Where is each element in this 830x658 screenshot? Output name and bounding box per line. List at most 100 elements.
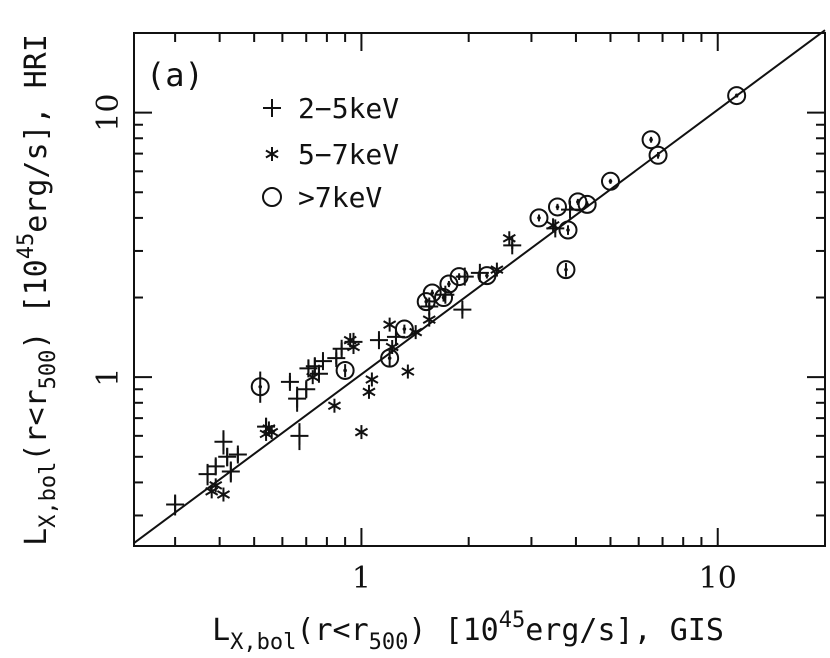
- star-point: [401, 364, 415, 379]
- star-point: [546, 218, 560, 233]
- star-point-arm: [354, 427, 368, 437]
- circle-point: [547, 197, 567, 217]
- plus-point: [453, 300, 472, 319]
- data-points: [166, 86, 747, 516]
- circle-point-ring: [335, 360, 355, 380]
- circle-point: [577, 194, 597, 214]
- circle-point-ring: [641, 130, 661, 150]
- circle-point: [250, 377, 270, 397]
- circle-point: [600, 171, 620, 191]
- star-point: [362, 384, 376, 399]
- circle-point: [556, 260, 576, 280]
- star-point: [490, 262, 504, 277]
- star-point-arm: [327, 401, 342, 411]
- series-plus: [166, 200, 580, 516]
- legend-label-star: 5−7keV: [298, 138, 399, 171]
- circle-point-dot: [537, 216, 541, 220]
- circle-point-dot: [343, 368, 347, 373]
- circle-point-dot: [402, 327, 407, 331]
- major-ticks: [134, 33, 825, 546]
- star-point-arm: [209, 480, 223, 490]
- circle-point: [648, 145, 668, 165]
- circle-point-ring: [600, 171, 620, 191]
- legend-star-marker-arm: [265, 149, 279, 159]
- plus-point: [198, 465, 217, 484]
- legend-markers: [262, 99, 282, 207]
- star-point-arm: [383, 320, 397, 329]
- circle-point: [380, 348, 400, 368]
- legend-circle-marker: [262, 187, 282, 207]
- circle-point: [394, 319, 414, 339]
- plot-frame: [133, 32, 826, 547]
- circle-point-dot: [447, 282, 451, 286]
- minor-ticks: [134, 32, 826, 546]
- star-point-arm: [259, 429, 273, 439]
- circle-point-ring: [556, 260, 576, 280]
- circle-point: [434, 288, 454, 308]
- star-point-arm: [546, 220, 560, 230]
- circle-point: [449, 267, 469, 287]
- panel-label: (a): [146, 56, 204, 94]
- circle-point-ring: [449, 267, 469, 287]
- plus-point: [166, 495, 185, 514]
- star-point-arm: [346, 342, 361, 352]
- star-point: [383, 317, 397, 332]
- star-point: [365, 372, 379, 387]
- star-point-arm: [216, 490, 231, 499]
- plus-point: [369, 331, 388, 350]
- circle-point-dot: [441, 295, 446, 300]
- circle-point: [477, 266, 497, 286]
- circle-point: [727, 86, 747, 106]
- star-point: [422, 312, 436, 327]
- star-point: [327, 398, 342, 413]
- star-point: [216, 487, 231, 502]
- star-point-arm: [401, 367, 415, 376]
- circle-point: [335, 360, 355, 380]
- y-tick-label: 10: [91, 94, 126, 132]
- plus-point: [280, 372, 299, 391]
- circle-point: [529, 208, 549, 228]
- plus-point: [327, 349, 346, 368]
- plus-point: [228, 445, 247, 464]
- star-point: [306, 370, 320, 385]
- plus-point: [332, 339, 351, 358]
- circle-point-ring: [648, 145, 668, 165]
- circle-point-ring: [394, 319, 414, 339]
- legend-star-marker: [265, 147, 279, 161]
- plus-point: [297, 380, 316, 399]
- x-tick-label: 1: [352, 561, 371, 596]
- legend: 2−5keV 5−7keV >7keV: [262, 92, 399, 214]
- star-point-arm: [490, 265, 504, 274]
- circle-point-ring: [434, 288, 454, 308]
- star-point: [265, 425, 279, 440]
- series-star: [205, 218, 560, 502]
- star-point-arm: [409, 327, 423, 337]
- star-point-arm: [265, 427, 279, 437]
- star-point: [502, 231, 516, 246]
- x-tick-label: 10: [699, 561, 737, 596]
- plus-point: [206, 457, 225, 476]
- star-point-arm: [422, 315, 436, 324]
- circle-point-ring: [529, 208, 549, 228]
- star-point-arm: [362, 387, 376, 397]
- circle-point-dot: [734, 93, 739, 98]
- circle-point-dot: [566, 228, 570, 232]
- circle-point: [422, 283, 442, 303]
- series-circle: [250, 86, 747, 403]
- circle-point: [641, 130, 661, 150]
- plus-point: [214, 432, 233, 451]
- plus-point: [313, 352, 332, 371]
- circle-point-ring: [727, 86, 747, 106]
- x-axis-label: LX,bol(r<r500) [1045erg/s], GIS: [212, 608, 724, 655]
- circle-point-dot: [656, 153, 660, 158]
- circle-point-ring: [380, 348, 400, 368]
- circle-point-dot: [555, 205, 560, 209]
- legend-label-circle: >7keV: [298, 181, 382, 214]
- star-point-arm: [385, 342, 399, 352]
- legend-plus-marker: [263, 99, 281, 117]
- star-point-arm: [502, 233, 516, 243]
- star-point-arm: [365, 375, 379, 384]
- circle-point-dot: [457, 274, 461, 279]
- star-point-arm: [205, 487, 219, 496]
- circle-point-dot: [649, 137, 653, 142]
